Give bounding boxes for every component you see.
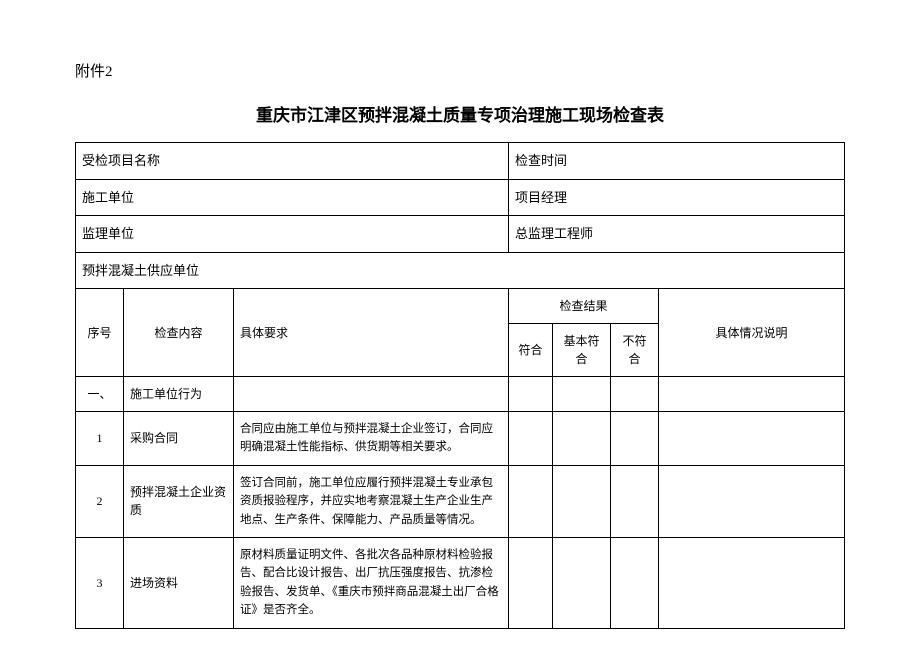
attachment-label: 附件2 xyxy=(75,60,845,81)
col-result-pass: 符合 xyxy=(509,324,553,377)
document-title: 重庆市江津区预拌混凝土质量专项治理施工现场检查表 xyxy=(75,101,845,126)
project-manager-label: 项目经理 xyxy=(509,179,845,216)
row-pass xyxy=(509,537,553,628)
row-detail xyxy=(659,537,845,628)
table-row: 2 预拌混凝土企业资质 签订合同前，施工单位应履行预拌混凝土专业承包资质报验程序… xyxy=(76,465,845,537)
header-row-project: 受检项目名称 检查时间 xyxy=(76,143,845,180)
row-basic xyxy=(553,465,611,537)
col-result-fail: 不符合 xyxy=(611,324,659,377)
construction-unit-label: 施工单位 xyxy=(76,179,509,216)
section-basic xyxy=(553,377,611,412)
row-requirement: 合同应由施工单位与预拌混凝土企业签订，合同应明确混凝土性能指标、供货期等相关要求… xyxy=(234,412,509,466)
inspection-table: 受检项目名称 检查时间 施工单位 项目经理 监理单位 总监理工程师 预拌混凝土供… xyxy=(75,142,845,629)
header-row-construction: 施工单位 项目经理 xyxy=(76,179,845,216)
section-title: 施工单位行为 xyxy=(124,377,234,412)
row-requirement: 原材料质量证明文件、各批次各品种原材料检验报告、配合比设计报告、出厂抗压强度报告… xyxy=(234,537,509,628)
row-detail xyxy=(659,412,845,466)
row-content: 采购合同 xyxy=(124,412,234,466)
row-pass xyxy=(509,412,553,466)
row-content: 预拌混凝土企业资质 xyxy=(124,465,234,537)
section-seq: 一、 xyxy=(76,377,124,412)
row-basic xyxy=(553,537,611,628)
section-req xyxy=(234,377,509,412)
section-row: 一、 施工单位行为 xyxy=(76,377,845,412)
col-requirement: 具体要求 xyxy=(234,289,509,377)
project-name-label: 受检项目名称 xyxy=(76,143,509,180)
row-content: 进场资料 xyxy=(124,537,234,628)
row-requirement: 签订合同前，施工单位应履行预拌混凝土专业承包资质报验程序，并应实地考察混凝土生产… xyxy=(234,465,509,537)
header-row-supplier: 预拌混凝土供应单位 xyxy=(76,252,845,289)
table-row: 1 采购合同 合同应由施工单位与预拌混凝土企业签订，合同应明确混凝土性能指标、供… xyxy=(76,412,845,466)
section-pass xyxy=(509,377,553,412)
col-result-basic: 基本符合 xyxy=(553,324,611,377)
row-pass xyxy=(509,465,553,537)
row-fail xyxy=(611,412,659,466)
col-result: 检查结果 xyxy=(509,289,659,324)
check-time-label: 检查时间 xyxy=(509,143,845,180)
section-fail xyxy=(611,377,659,412)
row-basic xyxy=(553,412,611,466)
section-detail xyxy=(659,377,845,412)
column-header-row-1: 序号 检查内容 具体要求 检查结果 具体情况说明 xyxy=(76,289,845,324)
col-content: 检查内容 xyxy=(124,289,234,377)
row-seq: 1 xyxy=(76,412,124,466)
supplier-label: 预拌混凝土供应单位 xyxy=(76,252,845,289)
row-fail xyxy=(611,537,659,628)
table-row: 3 进场资料 原材料质量证明文件、各批次各品种原材料检验报告、配合比设计报告、出… xyxy=(76,537,845,628)
supervision-unit-label: 监理单位 xyxy=(76,216,509,253)
header-row-supervision: 监理单位 总监理工程师 xyxy=(76,216,845,253)
col-seq: 序号 xyxy=(76,289,124,377)
chief-engineer-label: 总监理工程师 xyxy=(509,216,845,253)
row-detail xyxy=(659,465,845,537)
row-seq: 3 xyxy=(76,537,124,628)
col-detail: 具体情况说明 xyxy=(659,289,845,377)
row-seq: 2 xyxy=(76,465,124,537)
row-fail xyxy=(611,465,659,537)
